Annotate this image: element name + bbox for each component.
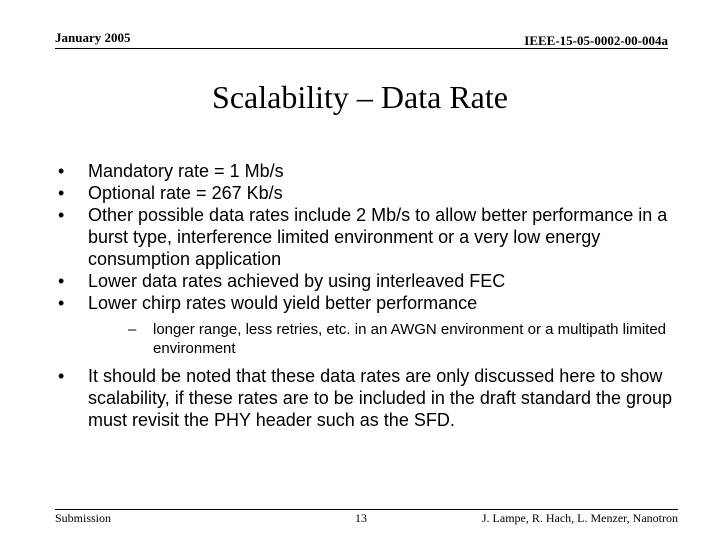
footer-authors: J. Lampe, R. Hach, L. Menzer, Nanotron <box>481 511 678 525</box>
bullet-icon: • <box>58 183 65 203</box>
bullet-item: • Optional rate = 267 Kb/s <box>55 182 675 204</box>
bullet-item: • It should be noted that these data rat… <box>55 365 675 431</box>
footer-divider <box>55 509 678 510</box>
bullet-list: • Mandatory rate = 1 Mb/s • Optional rat… <box>55 160 675 431</box>
dash-icon: – <box>128 321 137 338</box>
bullet-item: • Other possible data rates include 2 Mb… <box>55 204 675 270</box>
header-date: January 2005 <box>55 30 131 45</box>
bullet-text: Other possible data rates include 2 Mb/s… <box>88 205 668 269</box>
bullet-icon: • <box>58 271 65 291</box>
sub-bullet-text: longer range, less retries, etc. in an A… <box>153 321 667 357</box>
bullet-icon: • <box>58 161 65 181</box>
sub-bullet-list: – longer range, less retries, etc. in an… <box>88 320 675 358</box>
slide-title: Scalability – Data Rate <box>212 79 508 115</box>
header-document-id: IEEE-15-05-0002-00-004a <box>524 33 668 48</box>
page-number: 13 <box>355 511 367 525</box>
bullet-text: Lower chirp rates would yield better per… <box>88 293 478 313</box>
footer-submission: Submission <box>55 511 112 525</box>
bullet-text: Lower data rates achieved by using inter… <box>88 271 506 291</box>
bullet-icon: • <box>58 205 65 225</box>
bullet-item: • Mandatory rate = 1 Mb/s <box>55 160 675 182</box>
bullet-text: Mandatory rate = 1 Mb/s <box>88 161 284 181</box>
bullet-item: • Lower chirp rates would yield better p… <box>55 292 675 358</box>
bullet-icon: • <box>58 366 65 386</box>
bullet-text: It should be noted that these data rates… <box>88 366 673 430</box>
bullet-icon: • <box>58 293 65 313</box>
header-divider <box>55 48 668 49</box>
bullet-item: • Lower data rates achieved by using int… <box>55 270 675 292</box>
bullet-text: Optional rate = 267 Kb/s <box>88 183 283 203</box>
sub-bullet-item: – longer range, less retries, etc. in an… <box>88 320 675 358</box>
